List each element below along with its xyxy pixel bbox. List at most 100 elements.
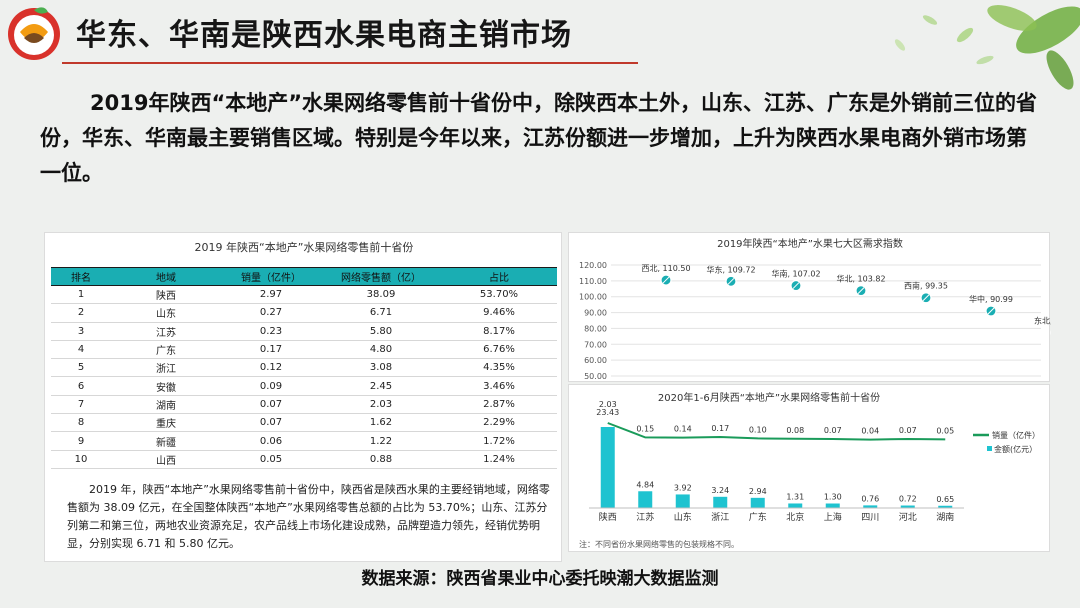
table-cell: 0.17 <box>221 340 321 360</box>
bar <box>638 491 653 508</box>
table-cell: 0.12 <box>221 358 321 378</box>
y-tick-label: 90.00 <box>584 309 607 318</box>
x-tick-label: 上海 <box>824 511 842 523</box>
line-series <box>607 422 946 441</box>
x-tick-label: 河北 <box>899 511 917 523</box>
demand-index-panel: 2019年陕西“本地产”水果七大区需求指数 120.00 110.00 100.00 9… <box>568 232 1078 382</box>
table-cell: 53.70% <box>441 285 557 305</box>
y-tick-label: 70.00 <box>584 340 607 349</box>
table-cell: 0.23 <box>221 322 321 341</box>
x-tick-label: 四川 <box>861 513 879 523</box>
line-value-label: 0.15 <box>636 424 654 433</box>
bar <box>675 494 690 508</box>
data-label: 华东, 109.72 <box>706 264 755 274</box>
bar-value-label: 0.76 <box>861 494 879 503</box>
data-label: 华北, 103.82 <box>836 274 885 284</box>
y-tick-label: 110.00 <box>579 277 607 286</box>
table-cell: 2.29% <box>441 413 557 433</box>
bar-value-label: 0.72 <box>899 495 917 504</box>
table-cell: 2.45 <box>321 376 441 396</box>
table-cell: 0.06 <box>221 431 321 451</box>
x-tick-label: 山东 <box>674 511 692 523</box>
data-point-hatch <box>792 282 800 289</box>
header: 华东、华南是陕西水果电商主销市场 <box>0 0 1080 70</box>
table-cell: 0.88 <box>321 450 441 469</box>
bar <box>713 496 728 508</box>
x-tick-label: 陕西 <box>599 511 617 523</box>
x-tick-label: 浙江 <box>711 511 729 523</box>
bar <box>788 503 803 508</box>
legend-label: 金额(亿元） <box>994 444 1037 454</box>
table-cell: 陕西 <box>111 285 221 305</box>
bar-value-label: 1.31 <box>786 492 804 501</box>
data-source: 数据来源：陕西省果业中心委托映潮大数据监测 <box>361 569 719 589</box>
legend-bar-swatch <box>987 446 992 451</box>
data-point-hatch <box>922 294 930 302</box>
table-cell: 浙江 <box>111 358 221 378</box>
bar-value-label: 23.43 <box>596 408 619 417</box>
bar-value-label: 3.92 <box>674 483 692 492</box>
table-cell: 2.97 <box>221 285 321 305</box>
table-cell: 1.72% <box>441 431 557 451</box>
line-value-label: 0.05 <box>936 426 954 435</box>
table-cell: 2.03 <box>321 395 441 415</box>
table-body: 1 陕西 2.97 38.09 53.70% 2 山东 0.27 6.71 9.46% 3 江苏 0.2… <box>51 285 557 469</box>
bar-value-label: 2.94 <box>749 487 767 496</box>
table-cell: 8.17% <box>441 322 557 341</box>
chart-note: 注：不同省份水果网络零售的包装规格不同。 <box>579 539 739 549</box>
table-row: 9 新疆 0.06 1.22 1.72% <box>51 431 557 451</box>
y-tick-label: 50.00 <box>584 372 607 381</box>
table-row: 10 山西 0.05 0.88 1.24% <box>51 450 557 469</box>
data-label: 西北, 110.50 <box>641 264 690 273</box>
table-cell: 0.27 <box>221 303 321 323</box>
line-value-label: 0.07 <box>824 426 842 435</box>
table-cell: 1.22 <box>321 431 441 451</box>
title-underline <box>62 62 638 64</box>
x-tick-label: 江苏 <box>636 511 654 523</box>
table-cell: 8 <box>51 413 111 433</box>
table-cell: 重庆 <box>111 413 221 433</box>
table-cell: 7 <box>51 395 111 415</box>
table-cell: 2.87% <box>441 395 557 415</box>
table-cell: 4.80 <box>321 340 441 360</box>
table-cell: 湖南 <box>111 395 221 415</box>
bar <box>938 505 953 508</box>
ranking-table: 排名 地域 销量（亿件） 网络零售额（亿） 占比 1 陕西 2.97 38.09 53.… <box>51 267 557 469</box>
table-cell: 3.46% <box>441 376 557 396</box>
x-tick-label: 广东 <box>749 511 767 523</box>
table-cell: 6.71 <box>321 303 441 323</box>
top10-2020-panel: 2020年1-6月陕西“本地产”水果网络零售前十省份 23.43 陕西 2.03 4.8… <box>568 384 1050 552</box>
fruit-logo-icon <box>8 7 60 60</box>
table-cell: 10 <box>51 450 111 469</box>
table-header-row: 排名 地域 销量（亿件） 网络零售额（亿） 占比 <box>51 267 557 286</box>
col-header: 网络零售额（亿） <box>321 267 441 286</box>
col-header: 排名 <box>51 267 111 286</box>
table-note: 2019 年，陕西“本地产”水果网络零售前十省份中，陕西省是陕西水果的主要经销地… <box>67 483 550 550</box>
table-cell: 0.07 <box>221 395 321 415</box>
table-cell: 新疆 <box>111 431 221 451</box>
table-cell: 江苏 <box>111 322 221 341</box>
table-cell: 1.24% <box>441 450 557 469</box>
leaves-decoration <box>894 5 1080 90</box>
table-cell: 5 <box>51 358 111 378</box>
data-point-hatch <box>987 307 995 315</box>
bar <box>600 427 615 508</box>
table-cell: 9.46% <box>441 303 557 323</box>
y-tick-label: 80.00 <box>584 324 607 333</box>
table-cell: 4 <box>51 340 111 360</box>
data-point-hatch <box>662 276 670 284</box>
data-label: 华中, 90.99 <box>969 294 1013 304</box>
table-row: 4 广东 0.17 4.80 6.76% <box>51 340 557 360</box>
bar <box>863 505 878 508</box>
col-header: 占比 <box>441 267 557 286</box>
table-cell: 2 <box>51 303 111 323</box>
data-point-hatch <box>727 277 735 285</box>
bar-value-label: 3.24 <box>711 486 729 495</box>
table-cell: 1.62 <box>321 413 441 433</box>
table-cell: 0.05 <box>221 450 321 469</box>
table-row: 5 浙江 0.12 3.08 4.35% <box>51 358 557 378</box>
y-tick-label: 120.00 <box>579 261 607 270</box>
line-value-label: 0.04 <box>861 427 879 436</box>
table-cell: 安徽 <box>111 376 221 396</box>
table-title: 2019 年陕西“本地产”水果网络零售前十省份 <box>194 241 414 254</box>
